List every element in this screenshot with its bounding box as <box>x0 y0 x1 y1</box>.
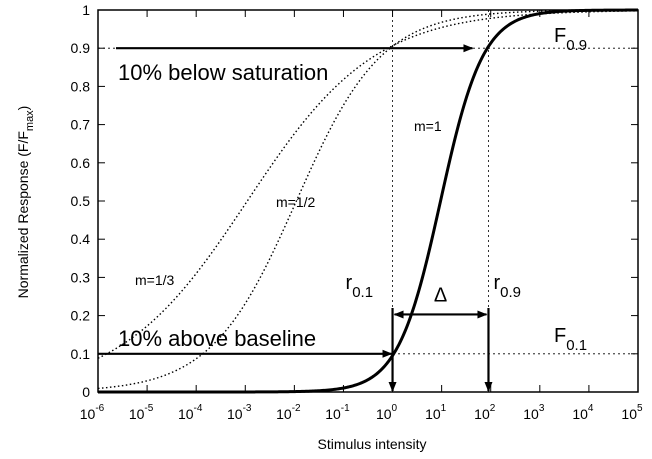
curve-label-0: m=1 <box>414 118 442 134</box>
x-tick-label-5: 10-1 <box>325 403 350 422</box>
x-tick-base: 10 <box>178 406 194 422</box>
x-tick-base: 10 <box>129 406 145 422</box>
x-tick-exponent: -6 <box>95 403 104 414</box>
y-axis-title: Normalized Response (F/Fmax) <box>15 106 36 299</box>
label-f01-main: F <box>554 325 566 347</box>
x-tick-label-1: 10-5 <box>129 403 154 422</box>
x-tick-base: 10 <box>523 406 539 422</box>
x-tick-exponent: -5 <box>144 403 153 414</box>
x-tick-label-7: 101 <box>425 403 447 422</box>
curve-label-1: m=1/2 <box>276 194 316 210</box>
x-tick-exponent: 2 <box>490 403 496 414</box>
y-tick-label-8: 0.8 <box>71 78 91 94</box>
y-axis-title-subscript: max <box>24 110 36 131</box>
label-r09: r0.9 <box>493 272 521 301</box>
y-tick-label-7: 0.7 <box>71 117 91 133</box>
response-curves <box>97 8 639 394</box>
x-tick-base: 10 <box>276 406 292 422</box>
x-tick-exponent: 5 <box>637 403 643 414</box>
y-tick-label-10: 1 <box>82 2 90 18</box>
x-tick-label-3: 10-3 <box>227 403 252 422</box>
x-tick-exponent: -4 <box>194 403 203 414</box>
y-tick-label-4: 0.4 <box>71 231 91 247</box>
y-axis-ticks: 0 0.1 0.2 0.3 0.4 0.5 0.6 0.7 0.8 0.9 1 <box>71 2 638 400</box>
x-tick-base: 10 <box>80 406 96 422</box>
x-tick-exponent: -2 <box>292 403 301 414</box>
x-tick-base: 10 <box>376 406 392 422</box>
x-tick-label-11: 105 <box>621 403 643 422</box>
x-tick-base: 10 <box>227 406 243 422</box>
y-tick-label-2: 0.2 <box>71 308 91 324</box>
label-f09: F0.9 <box>554 25 587 54</box>
x-tick-label-6: 100 <box>376 403 398 422</box>
x-tick-exponent: 1 <box>441 403 447 414</box>
x-tick-base: 10 <box>425 406 441 422</box>
x-tick-label-4: 10-2 <box>276 403 301 422</box>
y-tick-label-5: 0.5 <box>71 193 91 209</box>
label-r09-subscript: 0.9 <box>500 284 521 301</box>
label-below-saturation: 10% below saturation <box>118 60 328 85</box>
x-tick-base: 10 <box>621 406 637 422</box>
x-tick-base: 10 <box>325 406 341 422</box>
y-tick-label-6: 0.6 <box>71 155 91 171</box>
x-axis-ticks: 10-6 10-5 10-4 10-3 10-2 10-1 100 101 102 103 104 1… <box>80 10 643 422</box>
label-f09-main: F <box>554 25 566 47</box>
y-tick-label-3: 0.3 <box>71 269 91 285</box>
x-tick-exponent: -1 <box>341 403 350 414</box>
y-tick-label-1: 0.1 <box>71 346 91 362</box>
x-tick-exponent: 4 <box>588 403 594 414</box>
label-r01-main: r <box>346 272 353 294</box>
label-r09-main: r <box>493 272 500 294</box>
label-r01-subscript: 0.1 <box>352 284 373 301</box>
curve-m-1 <box>98 8 638 394</box>
x-tick-label-2: 10-4 <box>178 403 203 422</box>
x-tick-label-8: 102 <box>474 403 496 422</box>
x-tick-exponent: -3 <box>243 403 252 414</box>
curve-label-2: m=1/3 <box>135 272 175 288</box>
label-f01-subscript: 0.1 <box>566 337 587 354</box>
label-delta: Δ <box>434 284 447 306</box>
label-f09-subscript: 0.9 <box>566 37 587 54</box>
x-axis-title: Stimulus intensity <box>318 436 427 452</box>
x-tick-label-0: 10-6 <box>80 403 105 422</box>
x-tick-exponent: 3 <box>539 403 545 414</box>
x-tick-exponent: 0 <box>392 403 398 414</box>
x-tick-label-9: 103 <box>523 403 545 422</box>
y-tick-label-0: 0 <box>82 384 90 400</box>
x-tick-base: 10 <box>474 406 490 422</box>
y-tick-label-9: 0.9 <box>71 40 91 56</box>
axis-titles: Stimulus intensity Normalized Response (… <box>15 106 426 452</box>
label-above-baseline: 10% above baseline <box>118 326 316 351</box>
label-r01: r0.1 <box>346 272 374 301</box>
x-tick-base: 10 <box>572 406 588 422</box>
x-tick-label-10: 104 <box>572 403 594 422</box>
label-f01: F0.1 <box>554 325 587 354</box>
